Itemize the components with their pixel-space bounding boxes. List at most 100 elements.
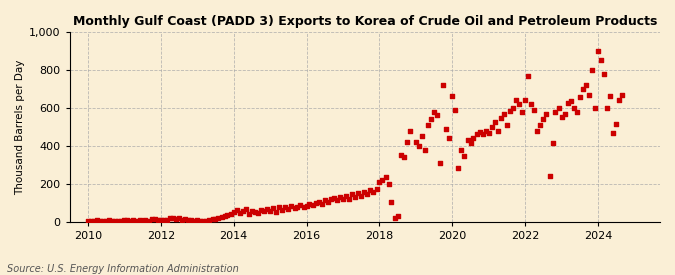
- Point: [231, 208, 242, 213]
- Point: [128, 218, 139, 222]
- Point: [265, 208, 275, 213]
- Point: [329, 196, 340, 200]
- Point: [134, 218, 145, 222]
- Point: [256, 208, 267, 212]
- Point: [358, 190, 369, 194]
- Point: [104, 218, 115, 222]
- Point: [365, 188, 376, 192]
- Point: [350, 195, 360, 200]
- Point: [465, 141, 476, 145]
- Point: [246, 208, 257, 213]
- Point: [186, 218, 196, 222]
- Point: [292, 204, 303, 209]
- Point: [508, 106, 518, 110]
- Point: [177, 218, 188, 222]
- Point: [283, 207, 294, 211]
- Point: [587, 68, 597, 72]
- Point: [238, 209, 248, 213]
- Point: [371, 187, 382, 192]
- Point: [198, 218, 209, 223]
- Point: [155, 218, 166, 222]
- Point: [431, 113, 442, 118]
- Point: [459, 154, 470, 158]
- Point: [499, 112, 510, 117]
- Point: [468, 136, 479, 141]
- Point: [317, 202, 327, 207]
- Point: [462, 138, 473, 142]
- Point: [322, 200, 333, 204]
- Point: [544, 174, 555, 178]
- Point: [335, 195, 346, 199]
- Point: [483, 130, 494, 135]
- Point: [119, 218, 130, 222]
- Point: [116, 219, 127, 223]
- Point: [277, 208, 288, 212]
- Point: [267, 206, 278, 211]
- Point: [547, 141, 558, 145]
- Point: [110, 219, 121, 223]
- Point: [593, 49, 603, 53]
- Point: [402, 140, 412, 144]
- Point: [611, 122, 622, 126]
- Point: [532, 128, 543, 133]
- Point: [529, 108, 540, 112]
- Point: [438, 83, 449, 87]
- Point: [161, 218, 172, 222]
- Point: [538, 117, 549, 122]
- Point: [602, 106, 613, 110]
- Point: [590, 106, 601, 110]
- Point: [556, 115, 567, 120]
- Point: [153, 218, 163, 222]
- Point: [340, 194, 351, 198]
- Point: [477, 132, 488, 137]
- Point: [526, 102, 537, 106]
- Point: [580, 83, 591, 87]
- Point: [210, 217, 221, 221]
- Point: [201, 219, 212, 223]
- Point: [92, 218, 103, 222]
- Point: [614, 98, 624, 103]
- Point: [298, 205, 309, 209]
- Point: [165, 216, 176, 221]
- Point: [447, 94, 458, 99]
- Point: [577, 87, 588, 91]
- Point: [319, 198, 330, 202]
- Point: [423, 123, 433, 127]
- Point: [562, 101, 573, 105]
- Point: [140, 218, 151, 222]
- Point: [219, 214, 230, 218]
- Point: [356, 194, 367, 198]
- Point: [207, 217, 218, 222]
- Point: [125, 219, 136, 223]
- Point: [541, 111, 551, 116]
- Point: [566, 99, 576, 103]
- Point: [82, 219, 93, 223]
- Point: [252, 210, 263, 215]
- Point: [502, 123, 512, 127]
- Point: [286, 204, 296, 208]
- Point: [228, 210, 239, 214]
- Point: [101, 219, 111, 223]
- Point: [301, 204, 312, 208]
- Point: [325, 197, 336, 202]
- Point: [453, 166, 464, 170]
- Point: [368, 190, 379, 194]
- Point: [122, 218, 133, 222]
- Point: [444, 136, 455, 141]
- Point: [307, 203, 318, 207]
- Point: [313, 200, 324, 204]
- Y-axis label: Thousand Barrels per Day: Thousand Barrels per Day: [15, 59, 25, 194]
- Point: [520, 98, 531, 103]
- Point: [249, 210, 260, 214]
- Point: [495, 116, 506, 120]
- Point: [98, 218, 109, 223]
- Point: [304, 202, 315, 206]
- Point: [392, 214, 403, 219]
- Point: [234, 211, 245, 215]
- Point: [146, 217, 157, 222]
- Point: [347, 192, 358, 196]
- Point: [504, 109, 515, 113]
- Point: [262, 207, 273, 211]
- Point: [143, 218, 154, 223]
- Point: [131, 218, 142, 223]
